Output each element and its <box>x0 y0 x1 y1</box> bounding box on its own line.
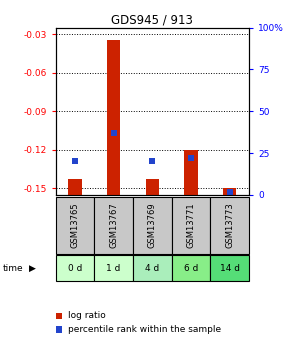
Text: GSM13773: GSM13773 <box>225 202 234 248</box>
Text: 0 d: 0 d <box>68 264 82 273</box>
Text: 6 d: 6 d <box>184 264 198 273</box>
Text: 14 d: 14 d <box>220 264 240 273</box>
Text: ▶: ▶ <box>29 264 36 273</box>
Bar <box>94 255 133 281</box>
Text: GSM13771: GSM13771 <box>187 202 195 248</box>
Text: GSM13767: GSM13767 <box>109 202 118 248</box>
Title: GDS945 / 913: GDS945 / 913 <box>111 13 193 27</box>
Text: GSM13765: GSM13765 <box>71 202 79 248</box>
Bar <box>107 40 120 195</box>
Bar <box>133 197 172 254</box>
Text: GSM13769: GSM13769 <box>148 202 157 248</box>
Bar <box>172 255 210 281</box>
Bar <box>210 255 249 281</box>
Text: time: time <box>3 264 23 273</box>
Bar <box>56 197 94 254</box>
Text: 1 d: 1 d <box>106 264 121 273</box>
Bar <box>56 255 94 281</box>
Bar <box>223 188 236 195</box>
Bar <box>210 197 249 254</box>
Text: percentile rank within the sample: percentile rank within the sample <box>68 325 221 334</box>
Bar <box>184 150 198 195</box>
Bar <box>133 255 172 281</box>
Bar <box>68 179 82 195</box>
Bar <box>146 179 159 195</box>
Text: 4 d: 4 d <box>145 264 159 273</box>
Bar <box>94 197 133 254</box>
Text: log ratio: log ratio <box>68 311 106 320</box>
Bar <box>172 197 210 254</box>
